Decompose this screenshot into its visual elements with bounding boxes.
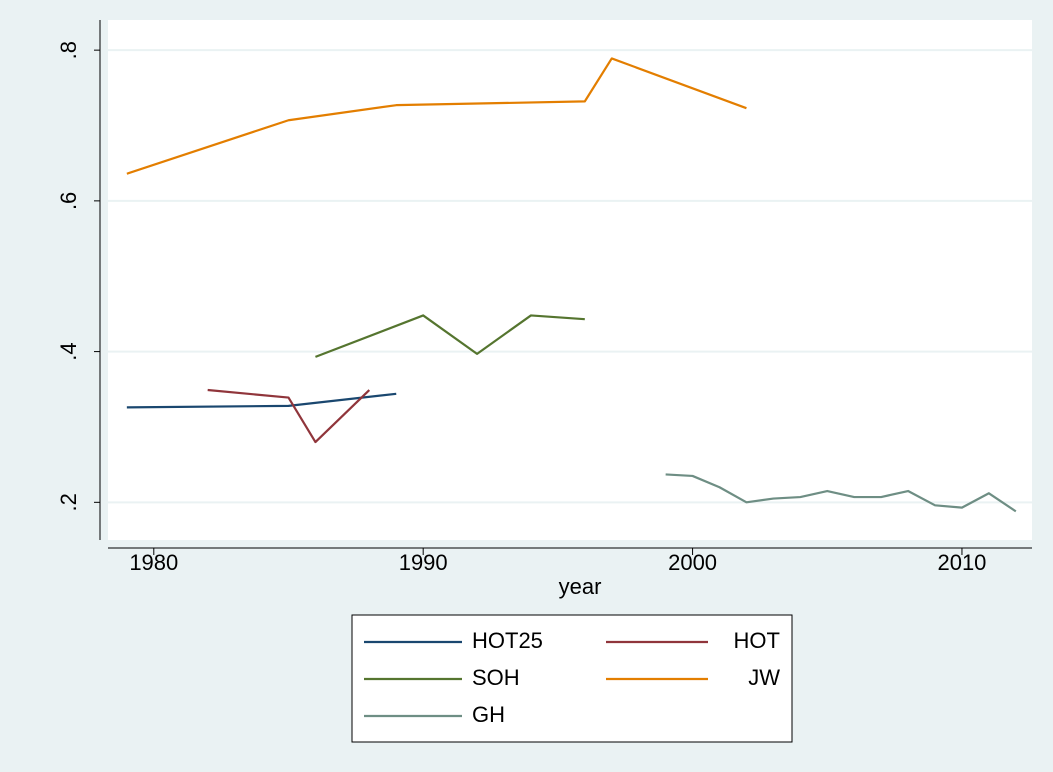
series-line [315,314,585,358]
y-tick-label: .8 [56,41,81,59]
x-tick-label: 2010 [937,550,986,575]
x-tick-label: 2000 [668,550,717,575]
legend-label: JW [748,665,780,690]
x-tick-label: 1980 [129,550,178,575]
series-line [207,388,371,444]
plot-area [108,20,1032,540]
legend-label: SOH [472,665,520,690]
legend-label: HOT25 [472,628,543,653]
y-tick-label: .2 [56,493,81,511]
series-line [665,473,1017,513]
series-line [126,57,747,175]
y-tick-label: .6 [56,192,81,210]
y-tick-label: .4 [56,342,81,360]
legend-label: HOT [734,628,780,653]
x-tick-label: 1990 [399,550,448,575]
x-axis-title: year [559,574,602,599]
legend-label: GH [472,702,505,727]
